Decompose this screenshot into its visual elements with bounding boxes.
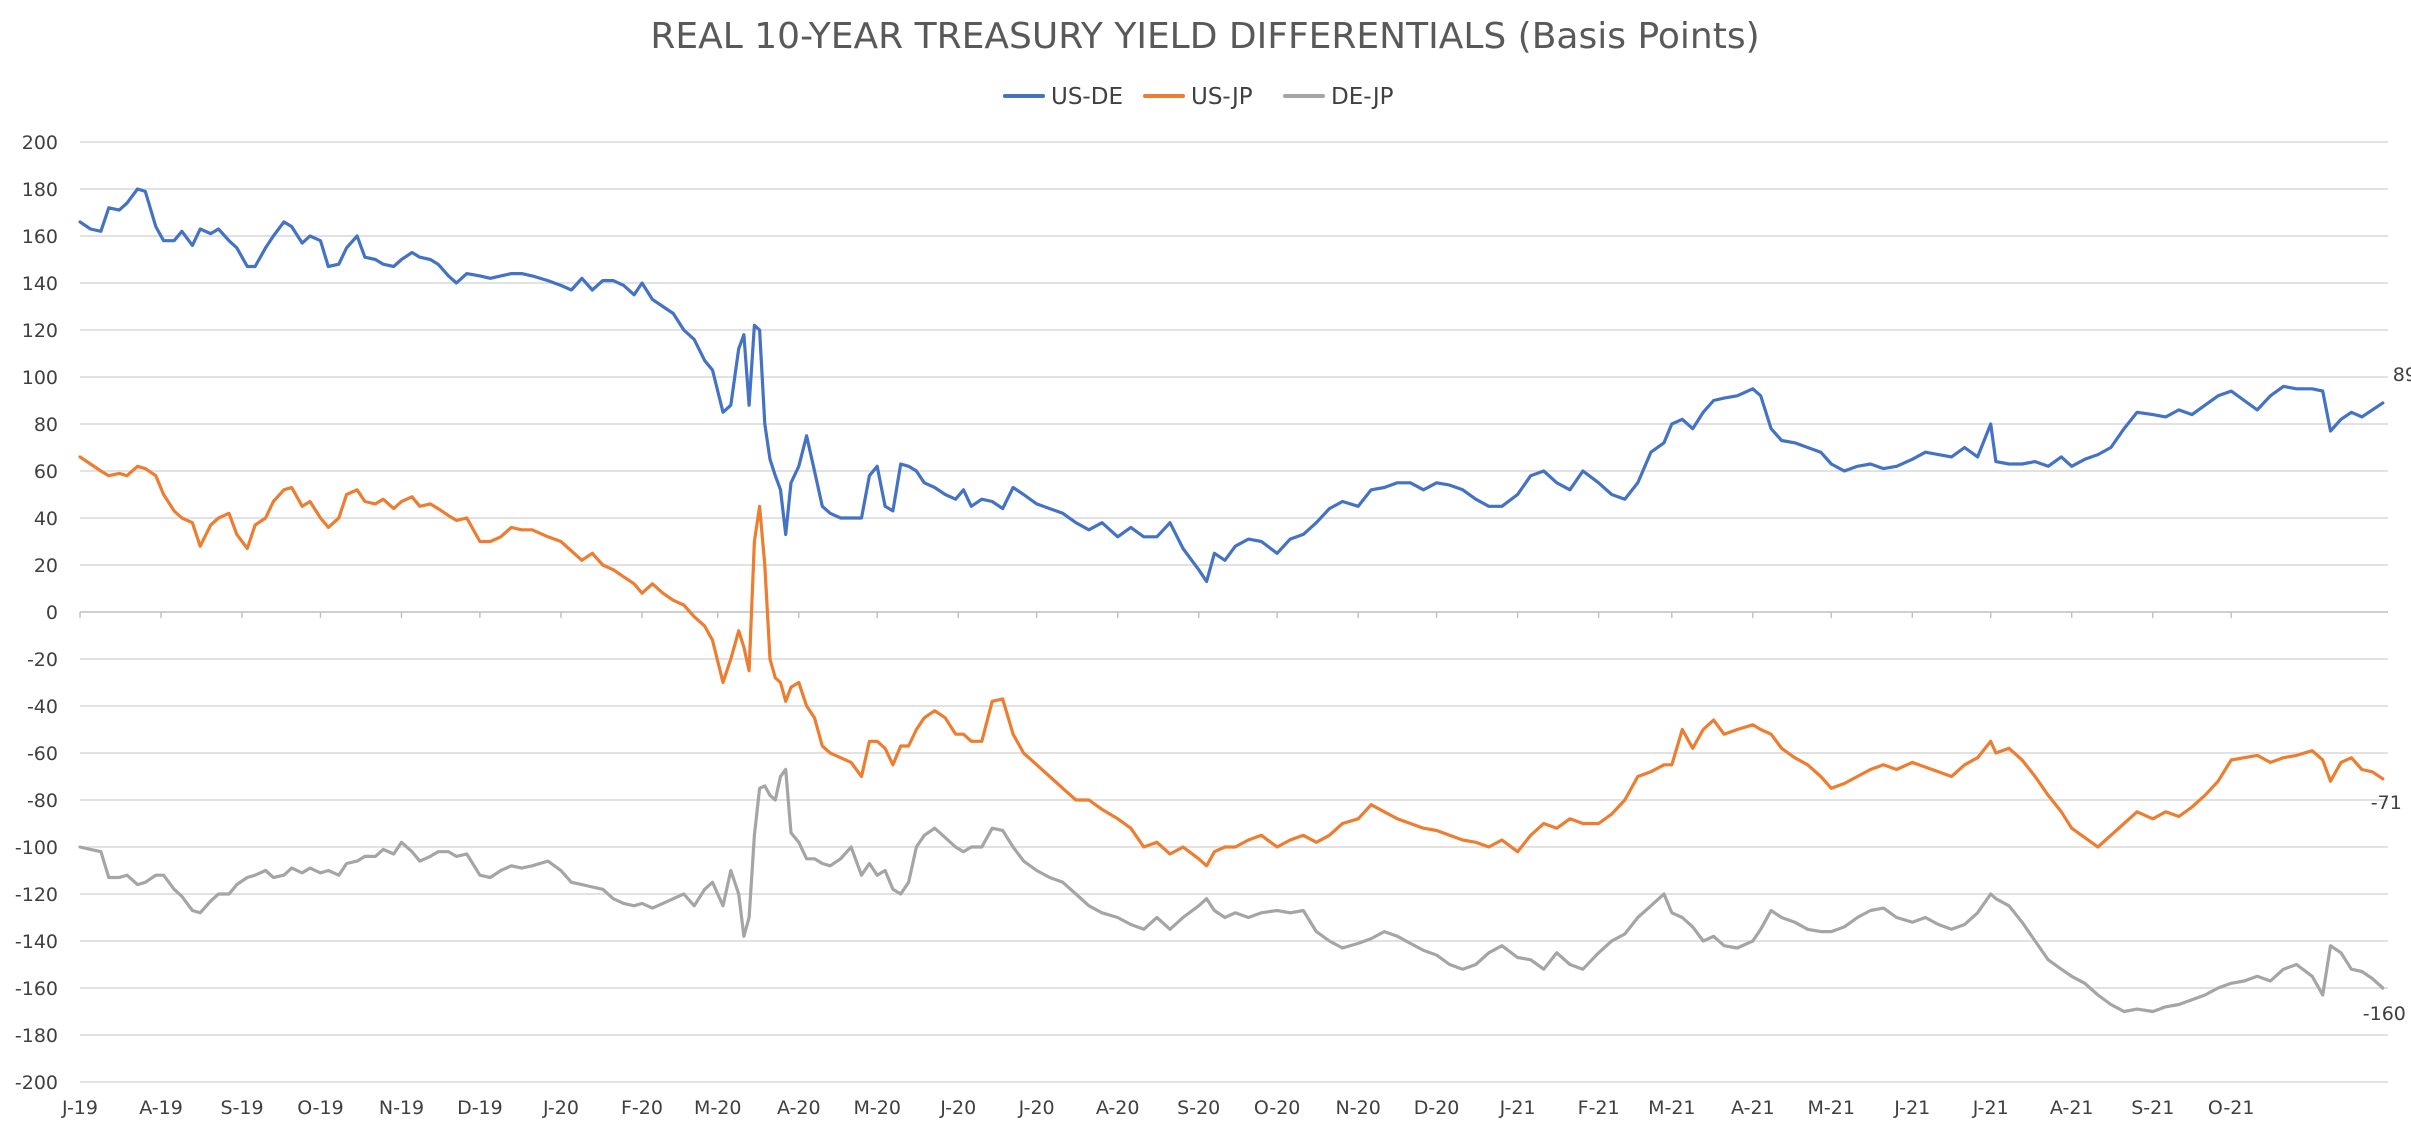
gridlines bbox=[80, 141, 2388, 1083]
x-tick-label: F-20 bbox=[621, 1097, 663, 1119]
end-label-de-jp: -160 bbox=[2363, 1003, 2406, 1025]
legend-label: DE-JP bbox=[1331, 84, 1394, 110]
end-label-us-de: 89 bbox=[2393, 364, 2411, 386]
legend-label: US-JP bbox=[1191, 84, 1253, 110]
x-tick-label: J-21 bbox=[1499, 1097, 1536, 1119]
x-tick-label: N-20 bbox=[1336, 1097, 1381, 1119]
y-tick-label: 180 bbox=[22, 179, 58, 201]
y-tick-label: 100 bbox=[22, 367, 58, 389]
legend-label: US-DE bbox=[1051, 84, 1123, 110]
x-tick-label: S-19 bbox=[221, 1097, 264, 1119]
x-tick-label: M-20 bbox=[853, 1097, 900, 1119]
y-tick-label: 120 bbox=[22, 320, 58, 342]
y-tick-label: 0 bbox=[46, 602, 58, 624]
y-tick-label: -80 bbox=[27, 790, 58, 812]
end-label-us-jp: -71 bbox=[2371, 792, 2402, 814]
x-tick-label: A-19 bbox=[139, 1097, 183, 1119]
y-tick-label: 80 bbox=[34, 414, 58, 436]
x-tick-label: A-20 bbox=[1096, 1097, 1140, 1119]
y-tick-label: 40 bbox=[34, 508, 58, 530]
x-tick-label: F-21 bbox=[1578, 1097, 1620, 1119]
y-tick-label: -200 bbox=[15, 1072, 58, 1094]
x-tick-label: A-21 bbox=[2050, 1097, 2094, 1119]
series-line-us-de bbox=[78, 187, 2385, 584]
y-tick-label: -100 bbox=[15, 837, 58, 859]
x-tick-label: O-19 bbox=[297, 1097, 344, 1119]
legend-item-de-jp: DE-JP bbox=[1283, 84, 1394, 110]
x-tick-label: D-20 bbox=[1414, 1097, 1460, 1119]
y-tick-label: 60 bbox=[34, 461, 58, 483]
y-tick-label: -60 bbox=[27, 743, 58, 765]
y-axis: 200180160140120100806040200-20-40-60-80-… bbox=[15, 132, 58, 1094]
x-tick-label: A-20 bbox=[777, 1097, 821, 1119]
series-line-us-jp bbox=[78, 455, 2385, 868]
y-tick-label: 140 bbox=[22, 273, 58, 295]
chart-legend: US-DE US-JP DE-JP bbox=[1003, 84, 1394, 110]
series-lines bbox=[78, 187, 2385, 1014]
x-tick-label: O-21 bbox=[2208, 1097, 2255, 1119]
y-tick-label: 160 bbox=[22, 226, 58, 248]
x-tick-label: O-20 bbox=[1254, 1097, 1301, 1119]
y-tick-label: 200 bbox=[22, 132, 58, 154]
x-tick-label: J-20 bbox=[1018, 1097, 1055, 1119]
x-tick-label: M-21 bbox=[1808, 1097, 1855, 1119]
x-tick-label: A-21 bbox=[1731, 1097, 1775, 1119]
x-tick-label: S-21 bbox=[2131, 1097, 2174, 1119]
x-axis: J-19 A-19 S-19 O-19 N-19 D-19 J-20 F-20 M-20 A-20… bbox=[61, 612, 2254, 1119]
x-tick-label: M-20 bbox=[694, 1097, 741, 1119]
x-tick-label: J-19 bbox=[61, 1097, 98, 1119]
x-tick-label: N-19 bbox=[379, 1097, 424, 1119]
y-tick-label: -180 bbox=[15, 1025, 58, 1047]
series-line-de-jp bbox=[78, 767, 2385, 1014]
y-tick-label: -140 bbox=[15, 931, 58, 953]
x-tick-label: M-21 bbox=[1648, 1097, 1695, 1119]
y-tick-label: -40 bbox=[27, 696, 58, 718]
y-tick-label: 20 bbox=[34, 555, 58, 577]
x-tick-label: S-20 bbox=[1177, 1097, 1220, 1119]
x-tick-label: J-21 bbox=[1893, 1097, 1930, 1119]
y-tick-label: -160 bbox=[15, 978, 58, 1000]
legend-item-us-de: US-DE bbox=[1003, 84, 1123, 110]
chart-title: REAL 10-YEAR TREASURY YIELD DIFFERENTIAL… bbox=[650, 16, 1759, 57]
x-tick-label: J-21 bbox=[1972, 1097, 2009, 1119]
x-tick-label: J-20 bbox=[939, 1097, 976, 1119]
y-tick-label: -20 bbox=[27, 649, 58, 671]
y-tick-label: -120 bbox=[15, 884, 58, 906]
end-labels: 89 -71 -160 bbox=[2363, 364, 2411, 1025]
legend-item-us-jp: US-JP bbox=[1143, 84, 1253, 110]
x-tick-label: J-20 bbox=[542, 1097, 579, 1119]
x-tick-label: D-19 bbox=[457, 1097, 503, 1119]
